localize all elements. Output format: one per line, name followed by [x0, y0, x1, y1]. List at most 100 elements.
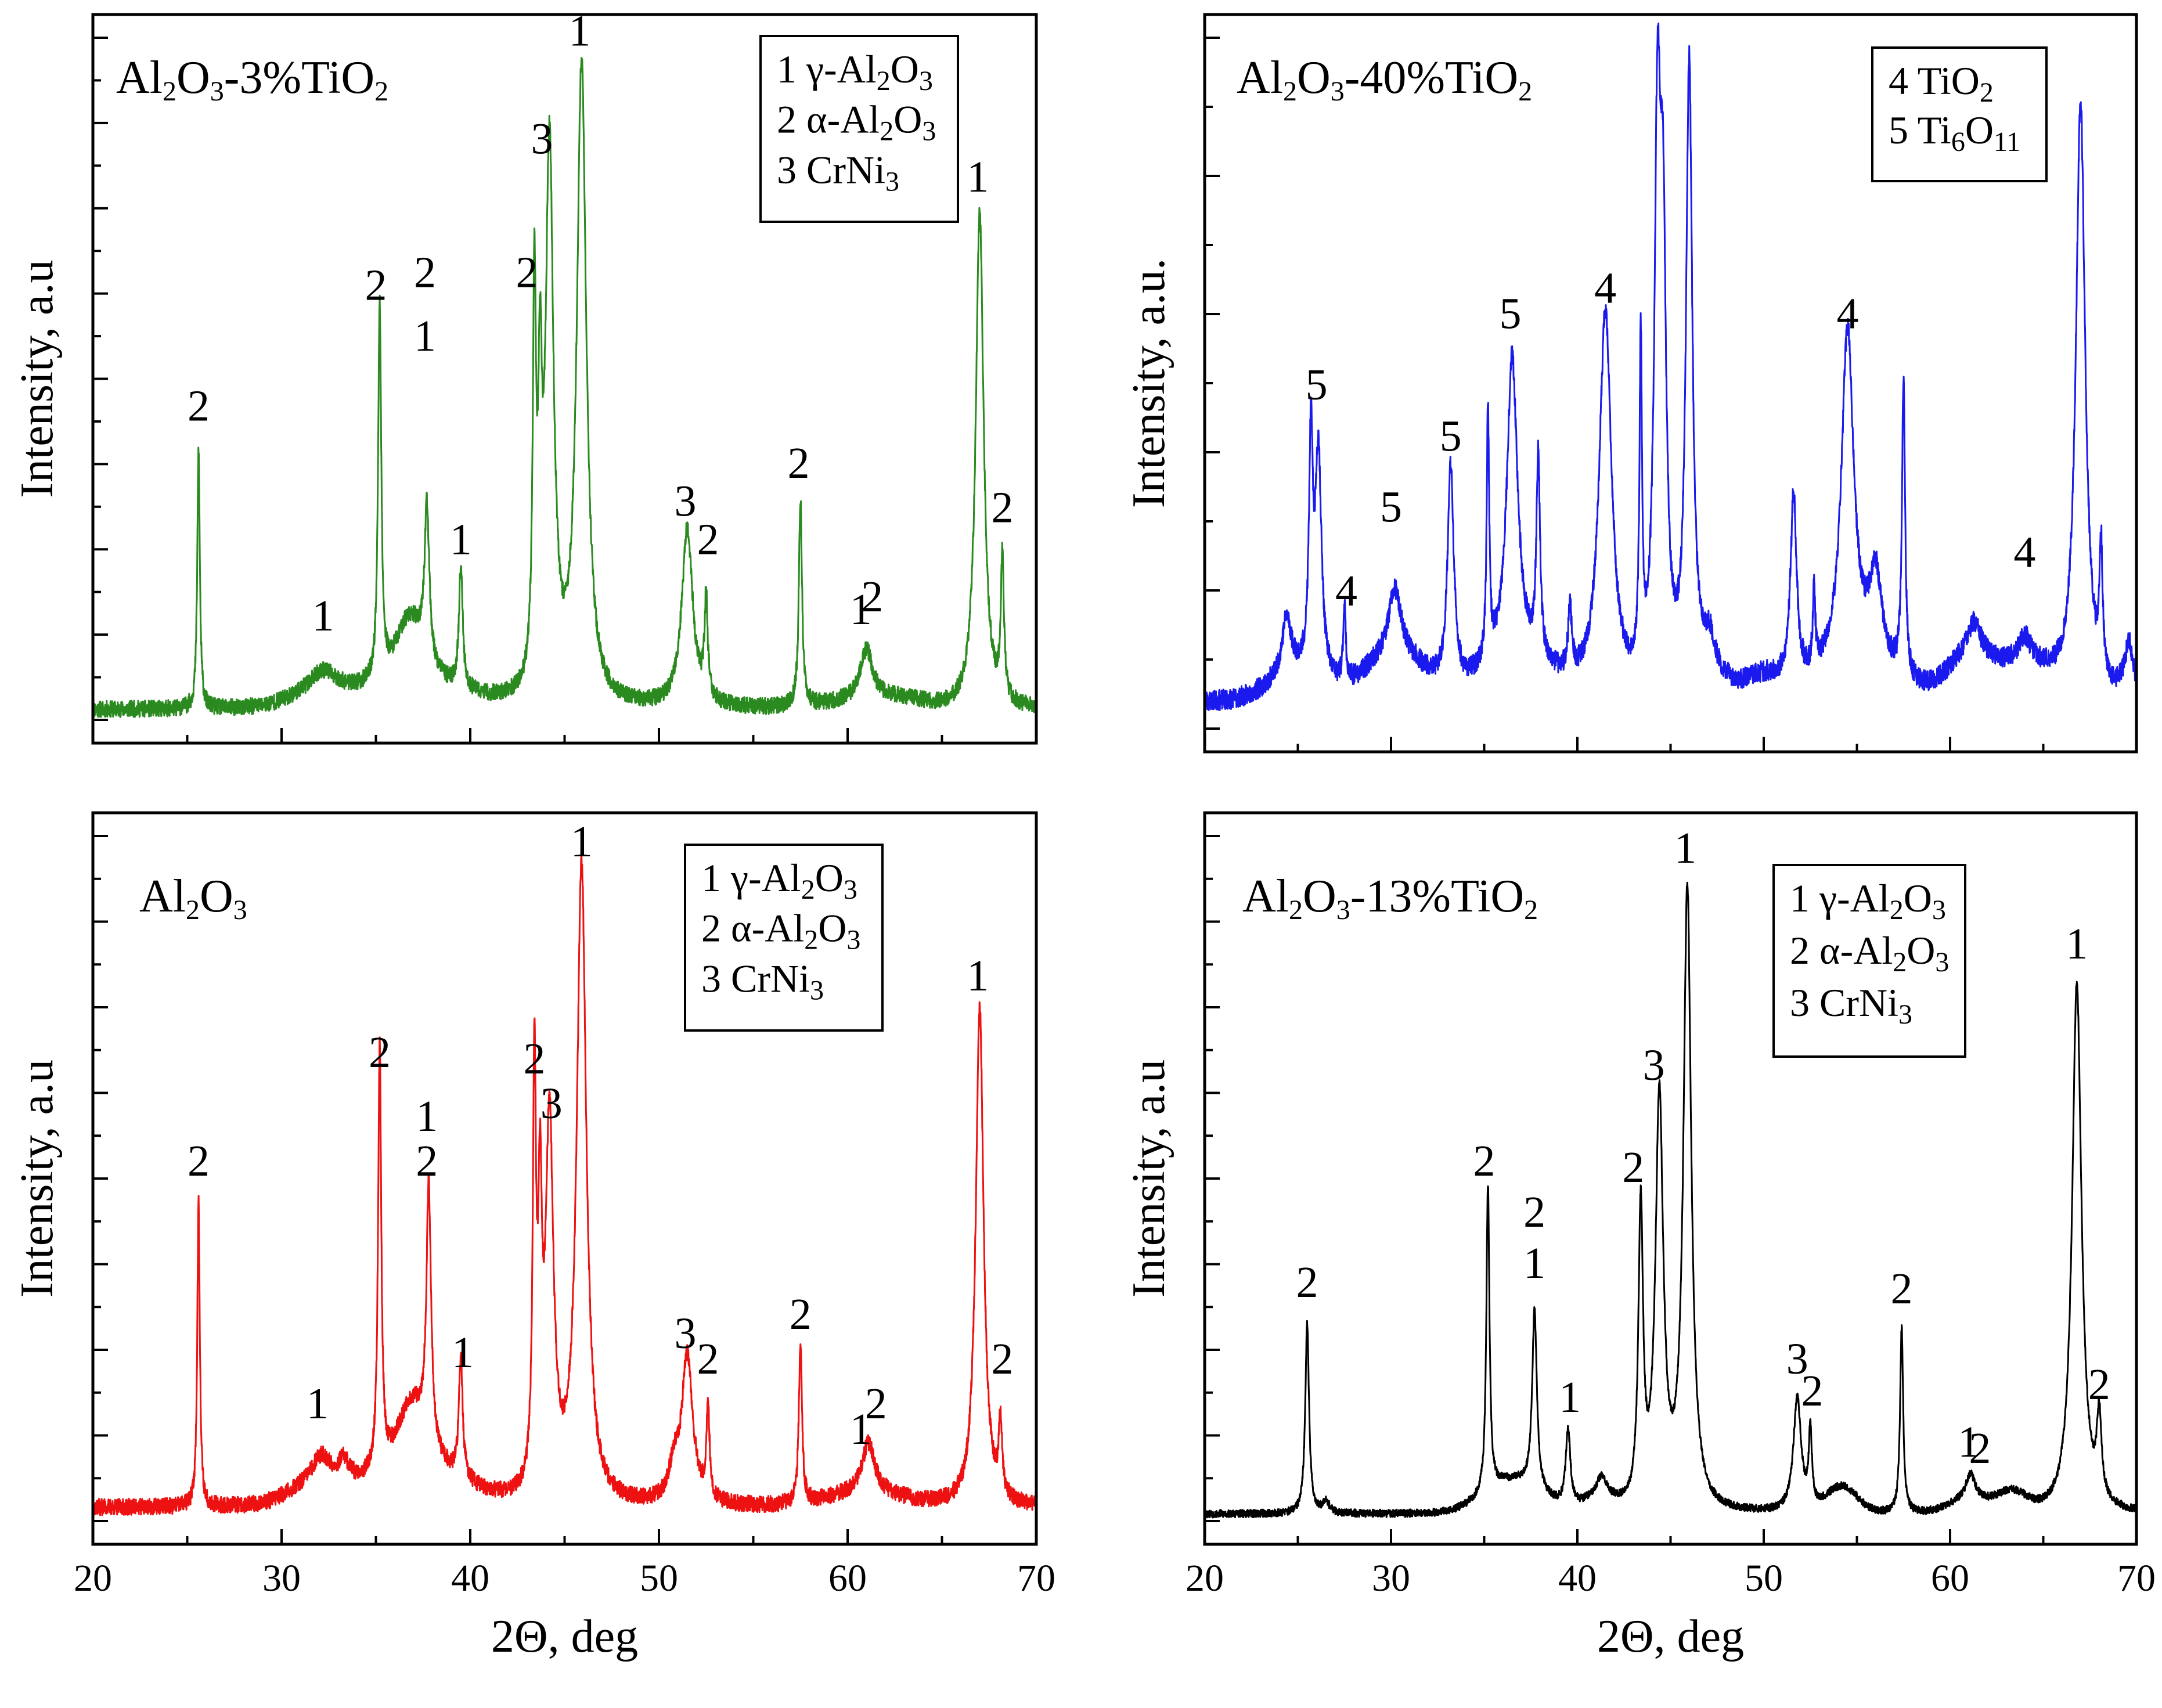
peak-label: 1 [1523, 1239, 1545, 1288]
peak-label: 1 [2066, 920, 2088, 968]
peak-label: 5 [1499, 290, 1521, 338]
peak-label: 2 [697, 1335, 719, 1383]
peak-label: 1 [452, 1328, 474, 1377]
panel-title: Al2O3-40%TiO2 [1237, 52, 1532, 107]
peak-label: 2 [1801, 1367, 1823, 1415]
legend-entry: 2 α-Al2O3 [701, 906, 860, 956]
peak-label: 2 [365, 261, 387, 309]
legend-box [759, 35, 959, 223]
peak-label: 4 [1836, 290, 1858, 338]
spectrum-line [1203, 22, 2138, 711]
peak-label: 5 [1440, 412, 1462, 461]
peak-label: 2 [788, 439, 810, 488]
peak-label: 2 [865, 1379, 887, 1428]
spectrum-line [92, 849, 1037, 1516]
peak-label: 5 [1306, 361, 1328, 409]
peak-label: 2 [861, 572, 883, 621]
peak-label: 3 [1643, 1041, 1665, 1090]
panel-bottom-left: 20 30 40 50 60 70 Intensity, a.u 2Θ, deg Al2O3 1 … [12, 811, 1055, 1662]
x-axis-label: 2Θ, deg [1597, 1611, 1744, 1662]
x-tick-label: 40 [451, 1557, 489, 1599]
spectrum-line [92, 57, 1037, 718]
legend-entry: 3 CrNi3 [777, 147, 899, 197]
peak-label: 1 [569, 6, 591, 55]
legend-entry: 1 γ-Al2O3 [701, 856, 857, 905]
peak-label: 2 [1523, 1188, 1545, 1237]
peak-label: 1 [416, 1092, 438, 1141]
peak-label: 5 [1380, 483, 1402, 532]
y-axis-label: Intensity, a.u [12, 260, 63, 498]
peak-label: 3 [675, 477, 697, 526]
panel-bottom-right: 20 30 40 50 60 70 Intensity, a.u 2Θ, deg Al2O3-1… [1123, 811, 2156, 1662]
peak-label: 2 [697, 515, 719, 564]
legend-entry: 1 γ-Al2O3 [1790, 876, 1946, 925]
peak-label: 2 [1622, 1143, 1644, 1192]
peak-label: 4 [1594, 264, 1616, 312]
legend-entry: 4 TiO2 [1889, 59, 1994, 108]
peak-label: 1 [1559, 1373, 1581, 1422]
peak-label: 2 [188, 381, 210, 430]
peak-label: 4 [1335, 567, 1357, 615]
panel-title: Al2O3 [139, 871, 247, 925]
peak-label: 3 [540, 1079, 563, 1128]
legend-box [684, 844, 884, 1032]
y-axis-label: Intensity, a.u. [1123, 258, 1174, 508]
peak-label: 1 [414, 312, 436, 361]
legend-box [1871, 46, 2048, 182]
legend-entry: 1 γ-Al2O3 [777, 47, 933, 96]
peak-label: 1 [312, 592, 334, 640]
x-tick-label: 50 [640, 1557, 678, 1599]
y-axis-label: Intensity, a.u [1123, 1060, 1174, 1298]
peak-label: 2 [992, 1335, 1014, 1383]
peak-label: 2 [188, 1137, 210, 1185]
peak-label: 1 [450, 515, 472, 564]
peak-label: 3 [531, 115, 553, 164]
peak-label: 1 [967, 153, 989, 201]
legend-entry: 3 CrNi3 [1790, 981, 1912, 1030]
x-tick-label: 40 [1558, 1557, 1597, 1599]
peak-label: 1 [850, 1405, 872, 1454]
legend-entry: 5 Ti6O11 [1889, 108, 2020, 157]
legend-entry: 3 CrNi3 [701, 956, 824, 1006]
peak-label: 2 [1891, 1264, 1913, 1313]
peak-label: 1 [967, 952, 989, 1000]
panel-title: Al2O3-3%TiO2 [116, 52, 388, 107]
peak-label: 2 [416, 1137, 438, 1185]
x-tick-label: 30 [262, 1557, 301, 1599]
peak-label: 1 [571, 817, 593, 866]
x-tick-label: 70 [2117, 1557, 2156, 1599]
peak-label: 1 [1958, 1418, 1980, 1466]
x-tick-label: 60 [828, 1557, 867, 1599]
x-tick-label: 30 [1372, 1557, 1410, 1599]
peak-label: 2 [1473, 1137, 1496, 1185]
x-axis-label: 2Θ, deg [491, 1611, 638, 1662]
peak-label: 2 [524, 1035, 546, 1083]
legend-entry: 2 α-Al2O3 [1790, 928, 1949, 978]
peak-label: 3 [1786, 1335, 1808, 1383]
peak-label: 2 [369, 1028, 391, 1077]
peak-label: 2 [516, 248, 538, 297]
x-tick-label: 20 [1186, 1557, 1224, 1599]
peak-label: 2 [1296, 1258, 1318, 1307]
peak-label: 4 [2013, 528, 2035, 576]
peak-label: 1 [1674, 824, 1696, 873]
x-tick-label: 70 [1017, 1557, 1055, 1599]
legend-entry: 2 α-Al2O3 [777, 98, 936, 147]
y-axis-label: Intensity, a.u [12, 1060, 63, 1298]
peak-label: 3 [675, 1309, 697, 1358]
spectrum-line [1203, 881, 2138, 1519]
peak-label: 2 [790, 1290, 812, 1339]
x-tick-label: 60 [1931, 1557, 1969, 1599]
legend-box [1772, 864, 1966, 1058]
peak-label: 2 [1969, 1424, 1991, 1473]
x-tick-label: 20 [74, 1557, 112, 1599]
peak-label: 1 [307, 1379, 329, 1428]
panel-title: Al2O3-13%TiO2 [1242, 871, 1538, 925]
peak-label: 2 [992, 484, 1014, 532]
peak-label: 2 [414, 248, 436, 297]
peak-label: 2 [2088, 1360, 2110, 1409]
x-tick-label: 50 [1745, 1557, 1783, 1599]
